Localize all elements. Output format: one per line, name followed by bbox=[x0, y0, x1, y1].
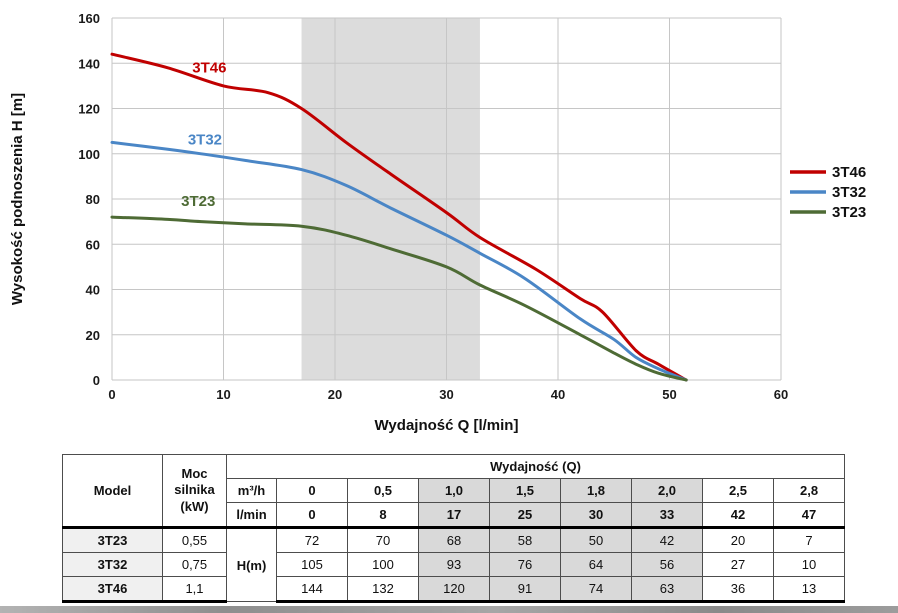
y-tick-label: 120 bbox=[78, 102, 100, 117]
x-tick-label: 50 bbox=[662, 387, 676, 402]
x-axis-title: Wydajność Q [l/min] bbox=[375, 417, 519, 434]
x-tick-label: 40 bbox=[551, 387, 565, 402]
lmin-value: 47 bbox=[772, 502, 846, 529]
h-value: 58 bbox=[489, 527, 561, 553]
h-value: 50 bbox=[560, 527, 632, 553]
h-value: 36 bbox=[702, 576, 774, 603]
h-value: 144 bbox=[276, 576, 348, 603]
y-tick-label: 0 bbox=[93, 373, 100, 388]
h-label: H(m) bbox=[226, 527, 277, 602]
table-row-3T32: 3T32 0,75 105 100 93 76 64 56 27 10 bbox=[62, 552, 846, 577]
y-tick-label: 80 bbox=[86, 192, 100, 207]
lmin-value: 17 bbox=[418, 502, 490, 529]
h-value: 91 bbox=[489, 576, 561, 603]
x-tick-label: 0 bbox=[108, 387, 115, 402]
lmin-value: 0 bbox=[276, 502, 348, 529]
x-tick-label: 30 bbox=[439, 387, 453, 402]
m3h-value: 2,0 bbox=[631, 478, 703, 503]
h-value: 10 bbox=[772, 552, 846, 577]
lmin-row: l/min 0 8 17 25 30 33 42 47 bbox=[63, 502, 846, 529]
m3h-row: m³/h 0 0,5 1,0 1,5 1,8 2,0 2,5 2,8 bbox=[63, 478, 846, 503]
h-value: 93 bbox=[418, 552, 490, 577]
table-row-3T23: 3T23 0,55 H(m) 72 70 68 58 50 42 20 7 bbox=[62, 527, 846, 602]
model-name: 3T32 bbox=[62, 552, 163, 577]
lmin-value: 33 bbox=[631, 502, 703, 529]
motor-power: 0,75 bbox=[162, 552, 227, 577]
m3h-value: 2,5 bbox=[702, 478, 774, 503]
y-tick-label: 160 bbox=[78, 11, 100, 26]
h-value: 56 bbox=[631, 552, 703, 577]
power-header: Moc silnika (kW) bbox=[162, 454, 227, 529]
h-value: 120 bbox=[418, 576, 490, 603]
h-value: 42 bbox=[631, 527, 703, 553]
chart-svg: 0 10 20 30 40 50 60 0 20 40 60 80 100 120 140 160 Wydajn… bbox=[9, 11, 866, 434]
y-tick-label: 20 bbox=[86, 328, 100, 343]
m3h-value: 0,5 bbox=[347, 478, 419, 503]
capacity-header: Wydajność (Q) bbox=[225, 454, 846, 479]
legend-label-3T32: 3T32 bbox=[832, 184, 866, 201]
x-tick-label: 60 bbox=[774, 387, 788, 402]
h-value: 70 bbox=[347, 527, 419, 553]
lmin-value: 25 bbox=[489, 502, 561, 529]
y-axis-title: Wysokość podnoszenia H [m] bbox=[9, 93, 26, 305]
table-row-3T46: 3T46 1,1 144 132 120 91 74 63 36 13 bbox=[62, 576, 846, 603]
curve-label-3T46: 3T46 bbox=[192, 59, 226, 76]
lmin-value: 8 bbox=[347, 502, 419, 529]
y-tick-label: 40 bbox=[86, 283, 100, 298]
h-value: 132 bbox=[347, 576, 419, 603]
x-tick-label: 20 bbox=[328, 387, 342, 402]
m3h-value: 1,8 bbox=[560, 478, 632, 503]
h-value: 100 bbox=[347, 552, 419, 577]
h-value: 68 bbox=[418, 527, 490, 553]
h-value: 27 bbox=[702, 552, 774, 577]
table-header-row: Model Moc silnika (kW) Wydajność (Q) bbox=[62, 454, 846, 529]
pump-curves-chart: 0 10 20 30 40 50 60 0 20 40 60 80 100 120 140 160 Wydajn… bbox=[9, 11, 866, 434]
m3h-value: 2,8 bbox=[772, 478, 846, 503]
m3h-unit-label: m³/h bbox=[226, 478, 277, 503]
m3h-value: 1,5 bbox=[489, 478, 561, 503]
curve-3T32 bbox=[110, 140, 688, 382]
h-value: 20 bbox=[702, 527, 774, 553]
h-value: 7 bbox=[772, 527, 846, 553]
model-name: 3T46 bbox=[62, 576, 163, 603]
curve-3T23 bbox=[110, 215, 688, 382]
h-value: 63 bbox=[631, 576, 703, 603]
h-value: 74 bbox=[560, 576, 632, 603]
model-name: 3T23 bbox=[62, 527, 163, 553]
x-tick-label: 10 bbox=[216, 387, 230, 402]
m3h-value: 1,0 bbox=[418, 478, 490, 503]
pump-specs-table: Model Moc silnika (kW) Wydajność (Q) m³/… bbox=[62, 454, 846, 603]
curve-3T46 bbox=[110, 52, 688, 382]
m3h-value: 0 bbox=[276, 478, 348, 503]
y-tick-label: 100 bbox=[78, 147, 100, 162]
h-value: 72 bbox=[276, 527, 348, 553]
curve-label-3T32: 3T32 bbox=[188, 132, 222, 149]
lmin-value: 42 bbox=[702, 502, 774, 529]
legend-label-3T23: 3T23 bbox=[832, 204, 866, 221]
h-value: 105 bbox=[276, 552, 348, 577]
y-tick-label: 140 bbox=[78, 56, 100, 71]
lmin-unit-label: l/min bbox=[226, 502, 277, 529]
h-value: 13 bbox=[772, 576, 846, 603]
y-tick-label: 60 bbox=[86, 237, 100, 252]
h-value: 76 bbox=[489, 552, 561, 577]
lmin-value: 30 bbox=[560, 502, 632, 529]
bottom-strip bbox=[0, 606, 898, 613]
motor-power: 0,55 bbox=[162, 527, 227, 553]
h-value: 64 bbox=[560, 552, 632, 577]
legend-label-3T46: 3T46 bbox=[832, 164, 866, 181]
model-header: Model bbox=[62, 454, 163, 529]
motor-power: 1,1 bbox=[162, 576, 227, 603]
curve-label-3T23: 3T23 bbox=[181, 193, 215, 210]
